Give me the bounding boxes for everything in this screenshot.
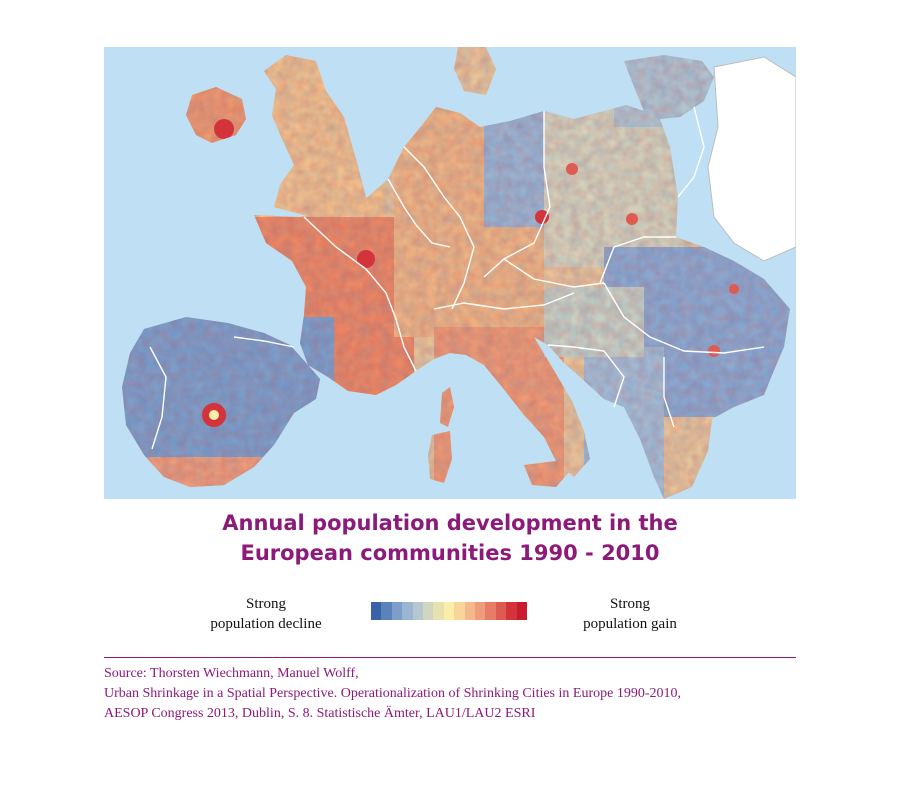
country-borders — [149, 106, 765, 450]
source-note: Source: Thorsten Wiechmann, Manuel Wolff… — [104, 664, 804, 724]
legend-swatch-7 — [443, 602, 455, 620]
legend-gain-label: Strong population gain — [555, 594, 705, 634]
legend-decline-line-2: population decline — [210, 616, 322, 632]
legend-swatch-4 — [412, 602, 424, 620]
legend-swatch-10 — [475, 602, 486, 620]
map-canvas — [122, 47, 796, 499]
source-line-3: AESOP Congress 2013, Dublin, S. 8. Stati… — [104, 706, 536, 721]
legend-swatch-13 — [506, 602, 517, 620]
legend-swatch-9 — [464, 602, 476, 620]
title-line-2: European communities 1990 - 2010 — [240, 541, 660, 565]
land-layer — [122, 47, 790, 499]
no-data-region — [707, 56, 796, 262]
legend-swatch-8 — [454, 602, 465, 620]
title-line-1: Annual population development in the — [222, 511, 678, 535]
source-line-2: Urban Shrinkage in a Spatial Perspective… — [104, 686, 681, 701]
legend-color-scale — [371, 602, 528, 620]
map-title: Annual population development in the Eur… — [0, 508, 900, 568]
source-line-1: Source: Thorsten Wiechmann, Manuel Wolff… — [104, 666, 359, 681]
legend-swatch-11 — [485, 602, 496, 620]
legend-gain-line-2: population gain — [583, 616, 677, 632]
europe-map — [104, 47, 796, 499]
legend-decline-label: Strong population decline — [186, 594, 346, 634]
source-divider — [104, 657, 796, 658]
legend-swatch-5 — [423, 602, 434, 620]
legend-swatch-3 — [402, 602, 413, 620]
legend-swatch-12 — [495, 602, 507, 620]
legend-swatch-6 — [433, 602, 444, 620]
legend-swatch-0 — [371, 602, 382, 620]
legend-decline-line-1: Strong — [245, 596, 286, 612]
legend-swatch-1 — [381, 602, 392, 620]
legend-swatch-14 — [516, 602, 528, 620]
legend-swatch-2 — [391, 602, 403, 620]
legend-gain-line-1: Strong — [609, 596, 650, 612]
